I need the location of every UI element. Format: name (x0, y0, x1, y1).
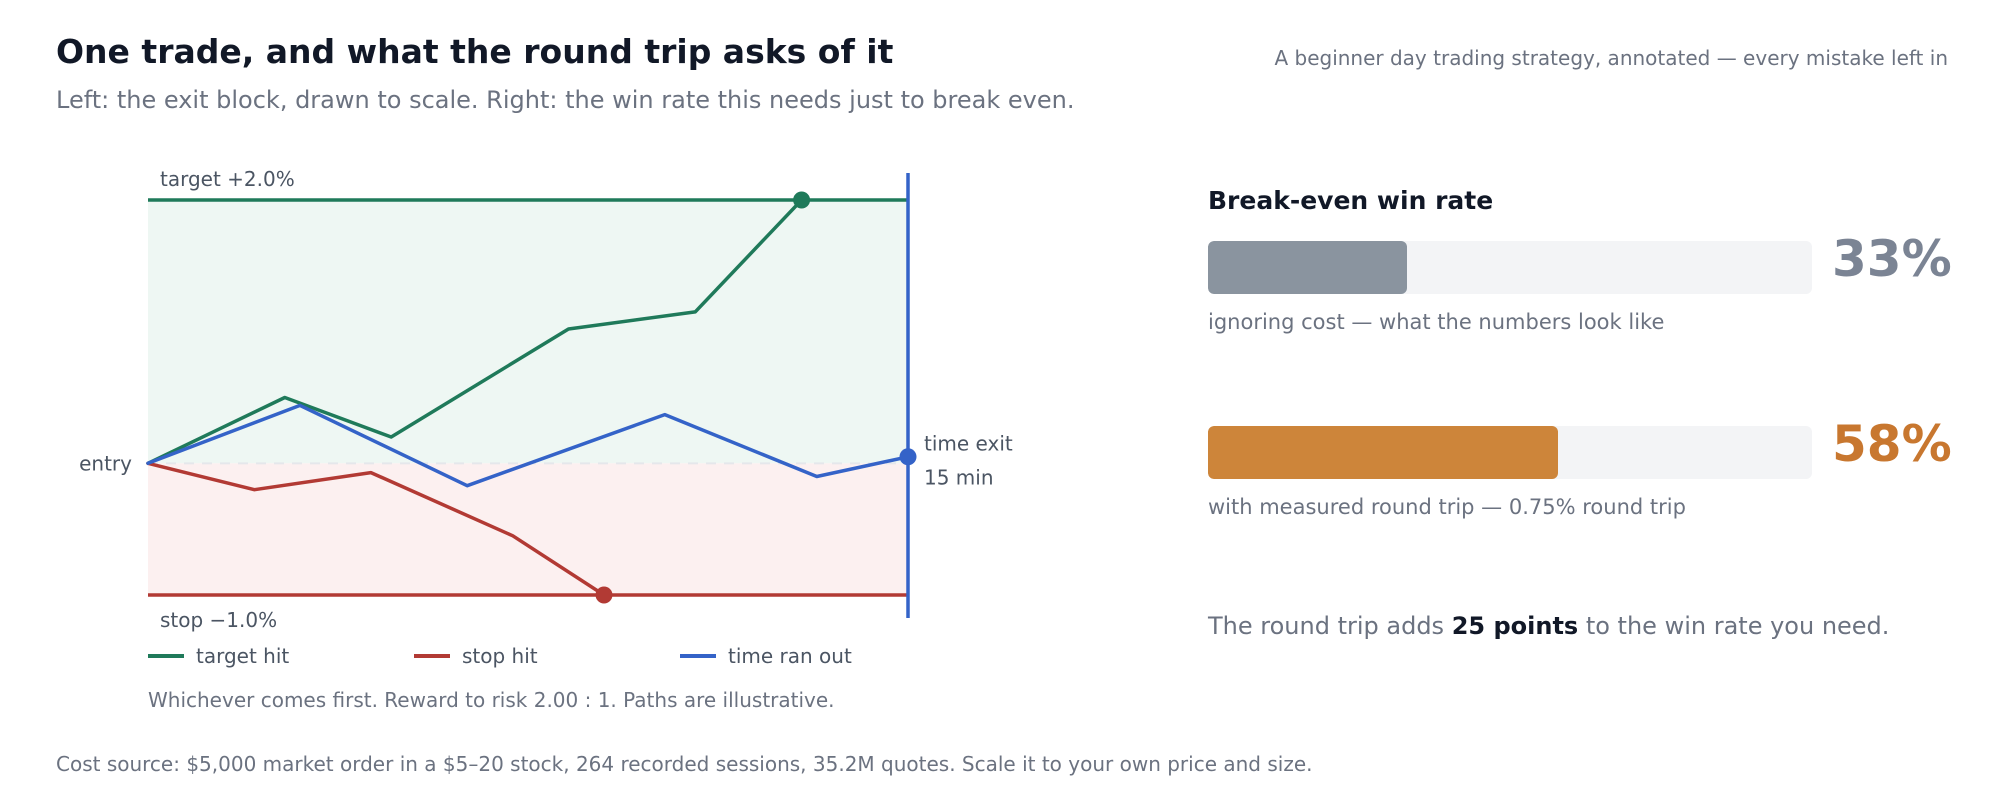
bar-caption-measured-cost: with measured round trip — 0.75% round t… (1208, 495, 1686, 519)
series-line-target (146, 198, 804, 466)
legend-swatch-stop (414, 654, 450, 658)
series-end-marker-stop (595, 586, 613, 604)
page-tagline: A beginner day trading strategy, annotat… (1274, 46, 1948, 70)
stop-zone (148, 463, 908, 595)
summary-post: to the win rate you need. (1578, 612, 1890, 640)
time-exit-sublabel: 15 min (924, 465, 994, 489)
legend-item-time: time ran out (680, 644, 852, 668)
legend-label-stop: stop hit (462, 644, 538, 668)
time-exit-label: time exit (924, 431, 1013, 455)
entry-label: entry (79, 451, 132, 475)
legend-label-target: target hit (196, 644, 290, 668)
bar-fill-ignoring-cost (1208, 241, 1408, 294)
break-even-title: Break-even win rate (1208, 186, 1494, 215)
summary-points: 25 points (1451, 612, 1579, 640)
bar-track-ignoring-cost (1208, 241, 1812, 294)
page-title: One trade, and what the round trip asks … (56, 32, 894, 71)
series-line-time (146, 403, 910, 488)
chart-legend: target hit stop hit time ran out (148, 644, 908, 674)
chart-note: Whichever comes first. Reward to risk 2.… (148, 688, 835, 712)
summary-pre: The round trip adds (1208, 612, 1452, 640)
legend-swatch-target (148, 654, 184, 658)
bar-value-measured-cost: 58% (1832, 415, 1952, 473)
legend-item-stop: stop hit (414, 644, 538, 668)
page-subtitle: Left: the exit block, drawn to scale. Ri… (56, 86, 1075, 114)
target-zone (148, 200, 908, 464)
cost-source-footnote: Cost source: $5,000 market order in a $5… (56, 752, 1313, 776)
legend-label-time: time ran out (728, 644, 852, 668)
bar-value-ignoring-cost: 33% (1832, 230, 1952, 288)
series-end-marker-time (899, 448, 917, 466)
legend-item-target: target hit (148, 644, 289, 668)
summary-text: The round trip adds 25 points to the win… (1208, 612, 1889, 640)
series-layer (146, 191, 917, 604)
target-label: target +2.0% (160, 167, 295, 191)
bar-caption-ignoring-cost: ignoring cost — what the numbers look li… (1208, 310, 1665, 334)
series-end-marker-target (793, 191, 811, 209)
legend-swatch-time (680, 654, 716, 658)
bar-fill-measured-cost (1208, 426, 1559, 479)
bar-track-measured-cost (1208, 426, 1812, 479)
series-line-stop (146, 461, 606, 597)
exit-block-chart: target +2.0% stop −1.0% entry time exit … (79, 167, 1013, 632)
stop-label: stop −1.0% (160, 608, 277, 632)
